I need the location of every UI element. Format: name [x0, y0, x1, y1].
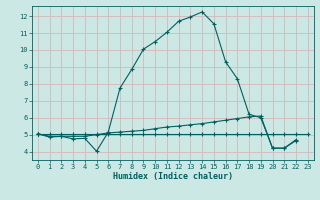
X-axis label: Humidex (Indice chaleur): Humidex (Indice chaleur)	[113, 172, 233, 181]
